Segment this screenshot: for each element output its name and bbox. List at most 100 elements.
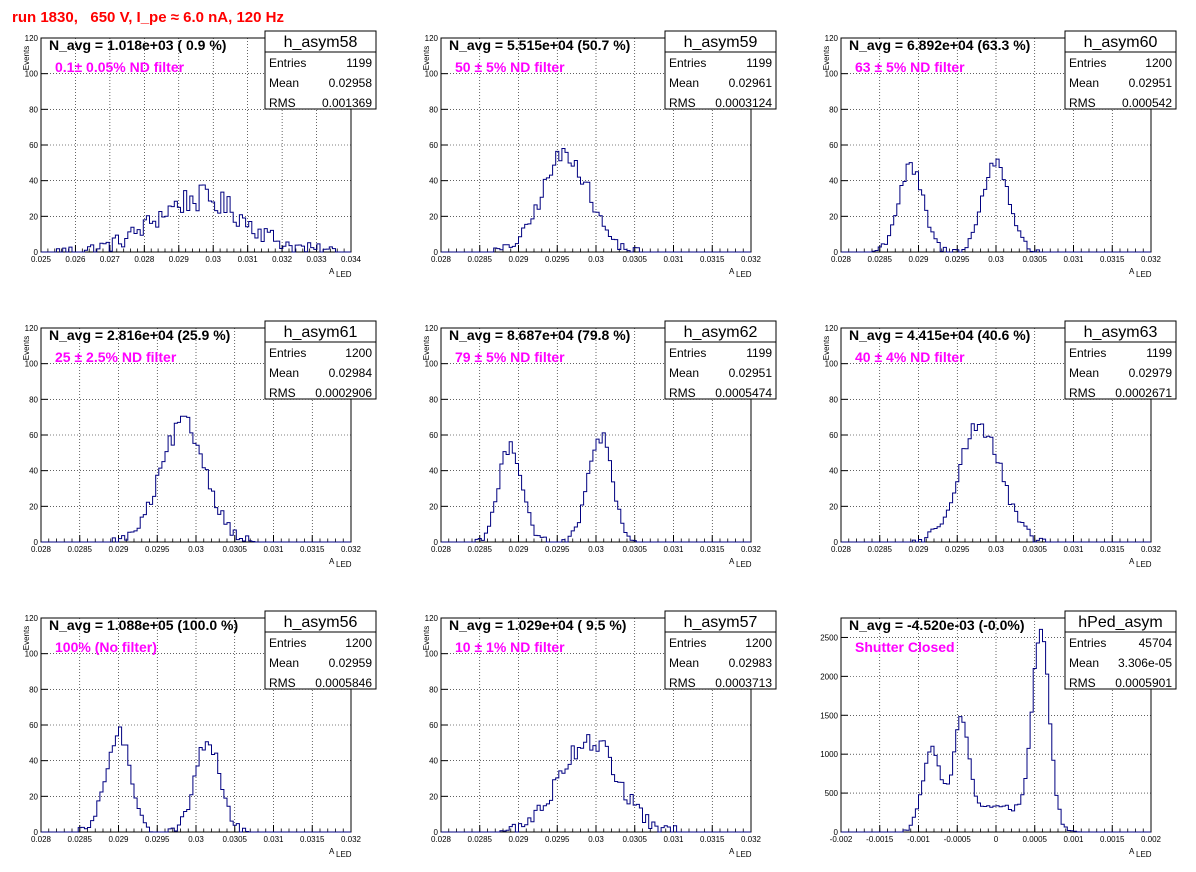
stats-mean-label: Mean — [269, 656, 299, 670]
y-tick-label: 0 — [34, 538, 39, 547]
x-axis-title: A — [329, 847, 335, 856]
x-tick-label: 0.0315 — [1100, 545, 1125, 554]
y-tick-label: 2500 — [820, 633, 838, 642]
stats-entries-label: Entries — [269, 346, 306, 360]
y-tick-label: 80 — [29, 105, 38, 114]
y-tick-label: 2000 — [820, 672, 838, 681]
y-tick-label: 40 — [829, 177, 838, 186]
x-tick-label: 0.029 — [508, 835, 529, 844]
y-tick-label: 120 — [25, 324, 39, 333]
x-tick-label: 0.0305 — [223, 835, 248, 844]
x-tick-label: 0.0305 — [623, 255, 648, 264]
x-tick-label: 0.028 — [831, 255, 852, 264]
x-tick-label: 0.0315 — [300, 835, 325, 844]
stats-box — [664, 320, 777, 400]
stats-entries-label: Entries — [269, 56, 306, 70]
stats-mean-value: 0.02979 — [1129, 366, 1173, 380]
stats-entries-value: 1199 — [1146, 346, 1172, 360]
y-axis-title: Events — [822, 336, 831, 360]
x-tick-label: 0.0305 — [623, 545, 648, 554]
x-tick-label: 0.03 — [588, 545, 604, 554]
y-tick-label: 40 — [429, 757, 438, 766]
x-axis-title-subscript: LED — [736, 850, 752, 859]
y-tick-label: 80 — [829, 395, 838, 404]
stats-entries-value: 1199 — [746, 346, 772, 360]
stats-box — [664, 610, 777, 690]
x-tick-label: 0.033 — [307, 255, 328, 264]
n-avg-label: N_avg = 6.892e+04 (63.3 %) — [849, 37, 1030, 53]
x-tick-label: -0.0005 — [944, 835, 972, 844]
x-axis-title: A — [329, 267, 335, 276]
x-tick-label: 0.028 — [134, 255, 155, 264]
x-tick-label: 0.031 — [263, 835, 284, 844]
stats-rms-label: RMS — [269, 386, 296, 400]
x-tick-label: 0.028 — [431, 835, 452, 844]
histogram-title: h_asym58 — [284, 34, 358, 51]
stats-mean-value: 0.02983 — [729, 656, 773, 670]
y-tick-label: 20 — [429, 212, 438, 221]
x-tick-label: -0.002 — [830, 835, 853, 844]
x-tick-label: 0.0305 — [223, 545, 248, 554]
y-tick-label: 1000 — [820, 750, 838, 759]
y-tick-label: 0 — [434, 828, 439, 837]
y-tick-label: 0 — [434, 248, 439, 257]
y-tick-label: 40 — [29, 467, 38, 476]
x-axis-title: A — [1129, 267, 1135, 276]
y-tick-label: 20 — [29, 502, 38, 511]
stats-box — [264, 320, 377, 400]
y-tick-label: 40 — [29, 757, 38, 766]
y-tick-label: 100 — [25, 70, 39, 79]
stats-entries-value: 1200 — [345, 636, 372, 650]
histogram-line — [41, 415, 351, 543]
x-tick-label: 0.029 — [108, 835, 129, 844]
x-tick-label: 0.032 — [341, 545, 362, 554]
stats-rms-value: 0.0003124 — [715, 96, 772, 110]
y-tick-label: 120 — [425, 614, 439, 623]
x-tick-label: 0.031 — [663, 545, 684, 554]
histogram-line — [841, 158, 1151, 253]
x-tick-label: 0.029 — [908, 545, 929, 554]
x-tick-label: 0.03 — [588, 835, 604, 844]
x-tick-label: 0.031 — [1063, 545, 1084, 554]
n-avg-label: N_avg = 8.687e+04 (79.8 %) — [449, 327, 630, 343]
x-tick-label: 0.001 — [1063, 835, 1084, 844]
n-avg-label: N_avg = -4.520e-03 (-0.0%) — [849, 617, 1024, 633]
x-axis-title-subscript: LED — [1136, 560, 1152, 569]
y-axis-title: Events — [422, 336, 431, 360]
y-tick-label: 60 — [429, 431, 438, 440]
histogram-line — [441, 148, 751, 253]
stats-box — [1064, 30, 1177, 110]
x-tick-label: 0.0285 — [868, 255, 893, 264]
stats-mean-label: Mean — [1069, 656, 1099, 670]
stats-mean-label: Mean — [1069, 76, 1099, 90]
y-axis-title: Events — [22, 626, 31, 650]
x-tick-label: 0.0305 — [623, 835, 648, 844]
y-tick-label: 120 — [825, 324, 839, 333]
x-tick-label: 0.028 — [31, 835, 52, 844]
stats-rms-label: RMS — [669, 676, 696, 690]
y-tick-label: 20 — [829, 502, 838, 511]
stats-entries-value: 1199 — [746, 56, 772, 70]
y-tick-label: 20 — [29, 792, 38, 801]
y-tick-label: 40 — [829, 467, 838, 476]
y-tick-label: 20 — [29, 212, 38, 221]
x-tick-label: 0.0315 — [700, 255, 725, 264]
stats-entries-label: Entries — [669, 56, 706, 70]
x-axis-title: A — [729, 267, 735, 276]
x-axis-title-subscript: LED — [336, 270, 352, 279]
x-tick-label: 0 — [994, 835, 999, 844]
x-tick-label: 0.031 — [238, 255, 259, 264]
x-tick-label: 0.03 — [205, 255, 221, 264]
run-title: run 1830, 650 V, I_pe ≈ 6.0 nA, 120 Hz — [12, 9, 284, 26]
filter-label: 40 ± 4% ND filter — [855, 349, 965, 365]
stats-mean-label: Mean — [269, 366, 299, 380]
x-tick-label: 0.0015 — [1100, 835, 1125, 844]
x-tick-label: 0.0295 — [945, 545, 970, 554]
histogram-title: h_asym60 — [1084, 34, 1158, 51]
filter-label: Shutter Closed — [855, 639, 955, 655]
